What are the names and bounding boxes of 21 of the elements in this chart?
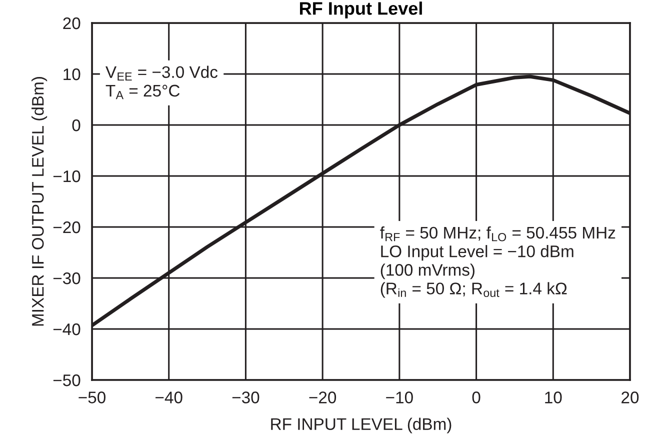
y-tick-label: 20 bbox=[63, 17, 80, 30]
text: V$_{EE}$ = −3.0 Vdc T$_{A}$ = 25°C bbox=[106, 66, 218, 100]
chart-title: RF Input Level bbox=[300, 2, 422, 18]
x-tick-label: −30 bbox=[232, 392, 260, 404]
y-tick-label: 0 bbox=[72, 119, 80, 132]
y-tick-label: −40 bbox=[53, 323, 80, 336]
x-tick-label: −20 bbox=[309, 392, 336, 404]
y-tick-label: −30 bbox=[53, 272, 80, 284]
y-tick-label: 10 bbox=[64, 68, 80, 80]
y-tick-label: −20 bbox=[53, 221, 80, 234]
x-tick-label: 20 bbox=[622, 392, 639, 404]
text: f$_{RF}$ = 50 MHz; f$_{LO}$ = 50.455 MHz LO Input Level = −10 dBm (100 mVrms) (R$_{in}$ = 50 Ω; R$_{out}$ = 1.4 kΩ bbox=[380, 226, 616, 298]
x-axis-title: RF INPUT LEVEL (dBm) bbox=[271, 418, 452, 434]
x-tick-label: 10 bbox=[545, 392, 562, 404]
y-tick-label: −10 bbox=[53, 170, 80, 182]
y-tick-label: −50 bbox=[53, 374, 80, 386]
y-axis-title: MIXER IF OUTPUT LEVEL (dBm) bbox=[32, 77, 48, 326]
x-tick-label: 0 bbox=[472, 392, 480, 404]
x-tick-label: −40 bbox=[156, 392, 182, 404]
x-tick-label: −10 bbox=[386, 392, 413, 404]
x-tick-label: −50 bbox=[78, 392, 106, 404]
